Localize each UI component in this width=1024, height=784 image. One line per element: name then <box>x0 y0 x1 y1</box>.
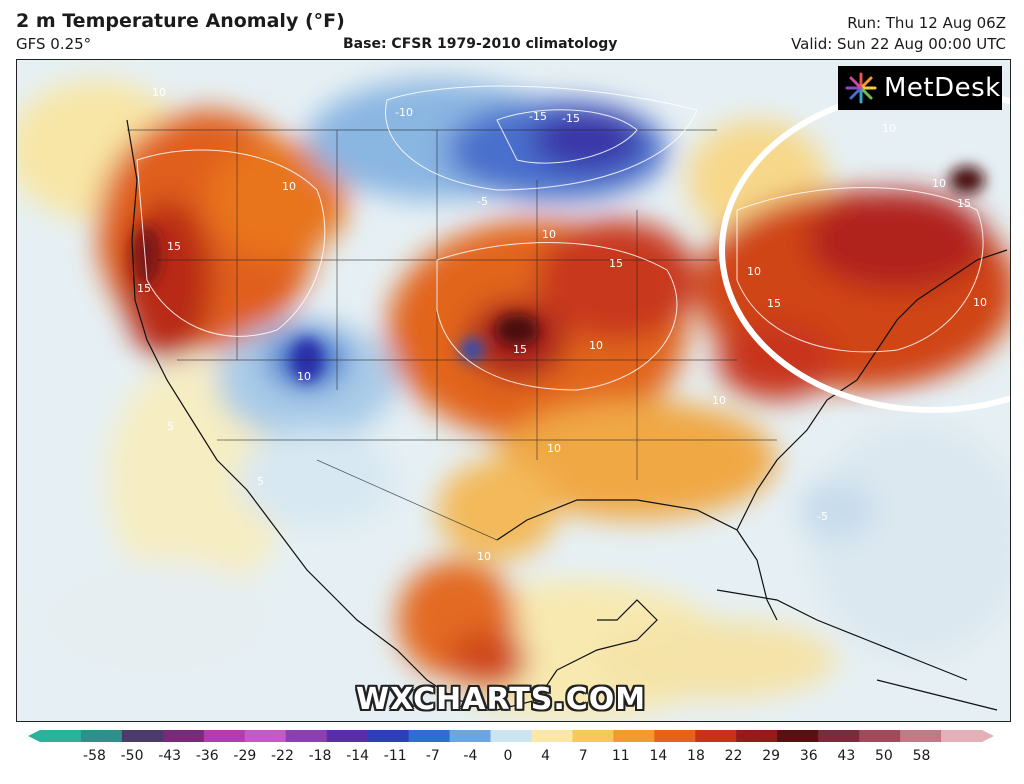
colorbar-segment <box>695 730 737 742</box>
colorbar-segment <box>490 730 532 742</box>
colorbar-tick-label: 36 <box>799 748 818 764</box>
colorbar-segment <box>40 730 82 742</box>
valid-time-label: Valid: Sun 22 Aug 00:00 UTC <box>791 35 1006 53</box>
colorbar-tick-labels: -58 -50 -43 -36 -29 -22 -18 -14 -11 -7 -4 0 4 7 11 14 18… <box>0 748 1024 770</box>
contour-label: 10 <box>297 370 311 383</box>
contour-label: 10 <box>589 339 603 352</box>
colorbar-max-arrow <box>982 730 994 742</box>
colorbar-segment <box>859 730 901 742</box>
contour-label: 15 <box>513 343 527 356</box>
contour-label: 10 <box>152 86 166 99</box>
colorbar-segment <box>449 730 492 742</box>
contour-label: 10 <box>747 265 761 278</box>
colorbar-segment <box>162 730 205 742</box>
colorbar-segment <box>285 730 328 742</box>
colorbar-tick-label: 14 <box>649 748 668 764</box>
contour-label: 15 <box>767 297 781 310</box>
colorbar-tick-label: -22 <box>271 748 294 764</box>
chart-title: 2 m Temperature Anomaly (°F) <box>16 10 345 32</box>
contour-label: -5 <box>477 195 488 208</box>
contour-label: 10 <box>973 296 987 309</box>
contour-label: 10 <box>882 122 896 135</box>
run-time-label: Run: Thu 12 Aug 06Z <box>847 14 1006 32</box>
colorbar-tick-label: 18 <box>687 748 705 764</box>
colorbar-tick-label: 58 <box>912 748 931 764</box>
contour-label: 10 <box>477 550 491 563</box>
colorbar-segment <box>613 730 655 742</box>
colorbar-tick-label: -29 <box>233 748 257 764</box>
colorbar-segment <box>121 730 164 742</box>
colorbar-tick-label: -50 <box>120 748 144 764</box>
metdesk-logo: MetDesk <box>838 66 1002 110</box>
colorbar-segment <box>326 730 369 742</box>
contour-label: -5 <box>817 510 828 523</box>
contour-lines <box>136 85 984 391</box>
colorbar-tick-label: 11 <box>611 748 630 764</box>
state-borders <box>127 129 777 541</box>
contour-label: 5 <box>167 420 174 433</box>
chart-header: 2 m Temperature Anomaly (°F) GFS 0.25° B… <box>0 0 1024 58</box>
contour-label: 10 <box>932 177 946 190</box>
colorbar-tick-label: -58 <box>83 748 106 764</box>
colorbar-segment <box>203 730 246 742</box>
colorbar-tick-label: -11 <box>383 748 407 764</box>
colorbar-tick-label: 4 <box>541 748 551 764</box>
colorbar-segment <box>818 730 860 742</box>
colorbar-segment <box>572 730 614 742</box>
colorbar-tick-label: 0 <box>503 748 513 764</box>
colorbar-segment <box>244 730 287 742</box>
colorbar-tick-label: 29 <box>762 748 781 764</box>
colorbar-tick-label: 7 <box>578 748 588 764</box>
colorbar-segment <box>367 730 410 742</box>
metdesk-logo-text: MetDesk <box>884 73 1001 103</box>
contour-label: 10 <box>542 228 556 241</box>
colorbar-segments <box>28 730 994 742</box>
colorbar-tick-label: 43 <box>837 748 856 764</box>
colorbar-tick-label: -7 <box>425 748 440 764</box>
contour-label: 15 <box>137 282 151 295</box>
model-label: GFS 0.25° <box>16 35 92 53</box>
contour-label: 15 <box>609 257 623 270</box>
contour-label: 15 <box>167 240 181 253</box>
colorbar-tick-label: 50 <box>875 748 893 764</box>
colorbar-segment <box>80 730 123 742</box>
colorbar-segment <box>531 730 573 742</box>
colorbar-tick-label: -36 <box>195 748 219 764</box>
colorbar-tick-label: -4 <box>463 748 478 764</box>
colorbar-tick-label: -14 <box>346 748 370 764</box>
contour-label-group: 10 10 15 15 -10 -15 -15 -5 10 15 15 10 1… <box>137 86 987 563</box>
contour-label: 10 <box>712 394 726 407</box>
coastlines <box>126 119 1008 711</box>
colorbar-segment <box>941 730 983 742</box>
colorbar-segment <box>408 730 451 742</box>
colorbar-tick-label: 22 <box>724 748 743 764</box>
colorbar <box>28 730 994 742</box>
contour-label: 10 <box>282 180 296 193</box>
colorbar-segment <box>900 730 942 742</box>
contour-label: -15 <box>529 110 547 123</box>
climatology-base-label: Base: CFSR 1979-2010 climatology <box>343 36 618 52</box>
colorbar-segment <box>777 730 819 742</box>
map-canvas: 10 10 15 15 -10 -15 -15 -5 10 15 15 10 1… <box>17 60 1010 721</box>
colorbar-min-arrow <box>28 730 40 742</box>
colorbar-tick-label: -18 <box>308 748 332 764</box>
contour-label: -10 <box>395 106 413 119</box>
colorbar-tick-label: -43 <box>158 748 182 764</box>
colorbar-segment <box>736 730 778 742</box>
anomaly-map: 10 10 15 15 -10 -15 -15 -5 10 15 15 10 1… <box>16 59 1011 722</box>
anomaly-detail <box>133 166 985 382</box>
contour-label: 5 <box>257 475 264 488</box>
contour-label: -15 <box>562 112 580 125</box>
colorbar-segment <box>654 730 696 742</box>
metdesk-burst-icon <box>845 72 877 104</box>
contour-label: 15 <box>957 197 971 210</box>
wxcharts-watermark: WXCHARTS.COM <box>356 682 647 717</box>
contour-label: 10 <box>547 442 561 455</box>
